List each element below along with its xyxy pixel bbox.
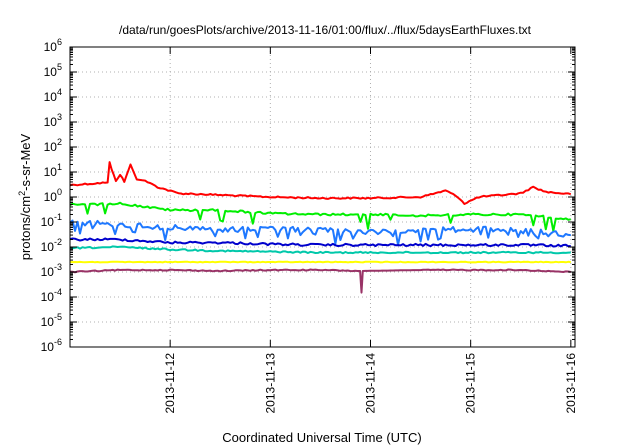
- x-tick-label: 2013-11-15: [464, 353, 478, 414]
- y-tick-label-exp: 3: [57, 112, 62, 122]
- y-tick-label-exp: -6: [54, 337, 62, 347]
- y-tick-label-base: 10: [44, 90, 58, 104]
- series-line: [69, 201, 572, 232]
- y-tick-label-base: 10: [44, 65, 58, 79]
- y-tick-label: 102: [44, 137, 62, 154]
- y-tick-label: 10-1: [41, 212, 62, 229]
- y-tick-label-base: 10: [44, 140, 58, 154]
- y-tick-label-base: 10: [41, 240, 55, 254]
- y-tick-label-base: 10: [41, 265, 55, 279]
- y-axis-label: protons/cm2-s-sr-MeV: [17, 133, 33, 260]
- y-tick-label-base: 10: [41, 290, 55, 304]
- y-tick-label-base: 10: [44, 115, 58, 129]
- x-tick-label: 2013-11-16: [564, 353, 578, 414]
- y-tick-label-exp: -1: [54, 212, 62, 222]
- series-line: [69, 219, 571, 246]
- x-tick-labels: 2013-11-12 2013-11-13 2013-11-14 2013-11-15…: [163, 353, 578, 414]
- y-tick-label-base: 10: [41, 340, 55, 354]
- y-tick-label-exp: 2: [57, 137, 62, 147]
- y-tick-labels: 10610510410310210110010-110-210-310-410-…: [41, 37, 62, 354]
- series-line: [69, 260, 571, 264]
- y-tick-label-exp: -4: [54, 287, 62, 297]
- y-tick-label-exp: 6: [57, 37, 62, 47]
- series-layer: [69, 161, 572, 294]
- y-tick-label: 10-6: [41, 337, 62, 354]
- y-tick-label-exp: 0: [57, 187, 62, 197]
- ticks: [70, 46, 575, 348]
- y-tick-label: 103: [44, 112, 62, 129]
- y-axis-label-main: protons/cm: [18, 196, 33, 260]
- y-tick-label: 100: [44, 187, 62, 204]
- y-tick-label: 10-3: [41, 262, 62, 279]
- y-axis-label-sup: 2: [17, 191, 27, 196]
- y-tick-label-base: 10: [44, 40, 58, 54]
- y-tick-label-exp: -3: [54, 262, 62, 272]
- y-tick-label: 101: [44, 162, 62, 179]
- y-tick-label: 104: [44, 87, 62, 104]
- y-tick-label-base: 10: [41, 215, 55, 229]
- series-line: [69, 161, 572, 205]
- y-tick-label-exp: 1: [57, 162, 62, 172]
- series-line: [69, 245, 571, 255]
- x-axis-label: Coordinated Universal Time (UTC): [222, 430, 421, 445]
- x-tick-label: 2013-11-12: [163, 353, 177, 414]
- x-tick-label: 2013-11-13: [263, 353, 277, 414]
- y-tick-label: 10-5: [41, 312, 62, 329]
- chart-title: /data/run/goesPlots/archive/2013-11-16/0…: [119, 23, 532, 37]
- y-tick-label-exp: -2: [54, 237, 62, 247]
- y-tick-label: 106: [44, 37, 62, 54]
- y-tick-label-exp: -5: [54, 312, 62, 322]
- y-tick-label: 105: [44, 62, 62, 79]
- y-tick-label: 10-4: [41, 287, 62, 304]
- y-tick-label-base: 10: [44, 165, 58, 179]
- series-line: [69, 268, 571, 294]
- y-tick-label: 10-2: [41, 237, 62, 254]
- y-tick-label-exp: 4: [57, 87, 62, 97]
- y-tick-label-base: 10: [41, 315, 55, 329]
- y-tick-label-exp: 5: [57, 62, 62, 72]
- series-line: [69, 237, 571, 248]
- y-tick-label-base: 10: [44, 190, 58, 204]
- y-axis-label-rest: -s-sr-MeV: [18, 133, 33, 190]
- x-tick-label: 2013-11-14: [363, 353, 377, 414]
